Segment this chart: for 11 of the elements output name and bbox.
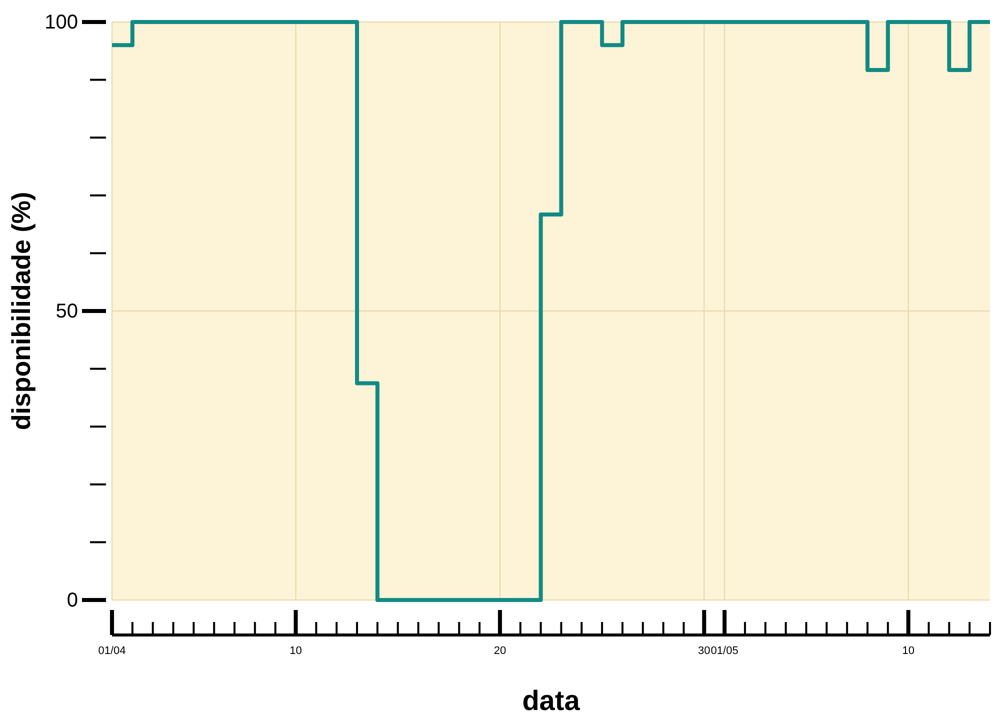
y-tick-label: 50 (56, 300, 78, 322)
x-axis-title: data (522, 685, 580, 716)
y-tick-label: 100 (44, 11, 78, 34)
x-tick-label: 01/04 (98, 645, 126, 657)
x-tick-label: 10 (902, 645, 914, 657)
x-tick-label: 30 (698, 645, 710, 657)
y-tick-label: 0 (66, 589, 78, 612)
y-axis-title: disponibilidade (%) (6, 192, 36, 430)
x-tick-label: 01/05 (710, 645, 738, 657)
x-tick-label: 20 (494, 645, 506, 657)
x-tick-label: 10 (290, 645, 302, 657)
